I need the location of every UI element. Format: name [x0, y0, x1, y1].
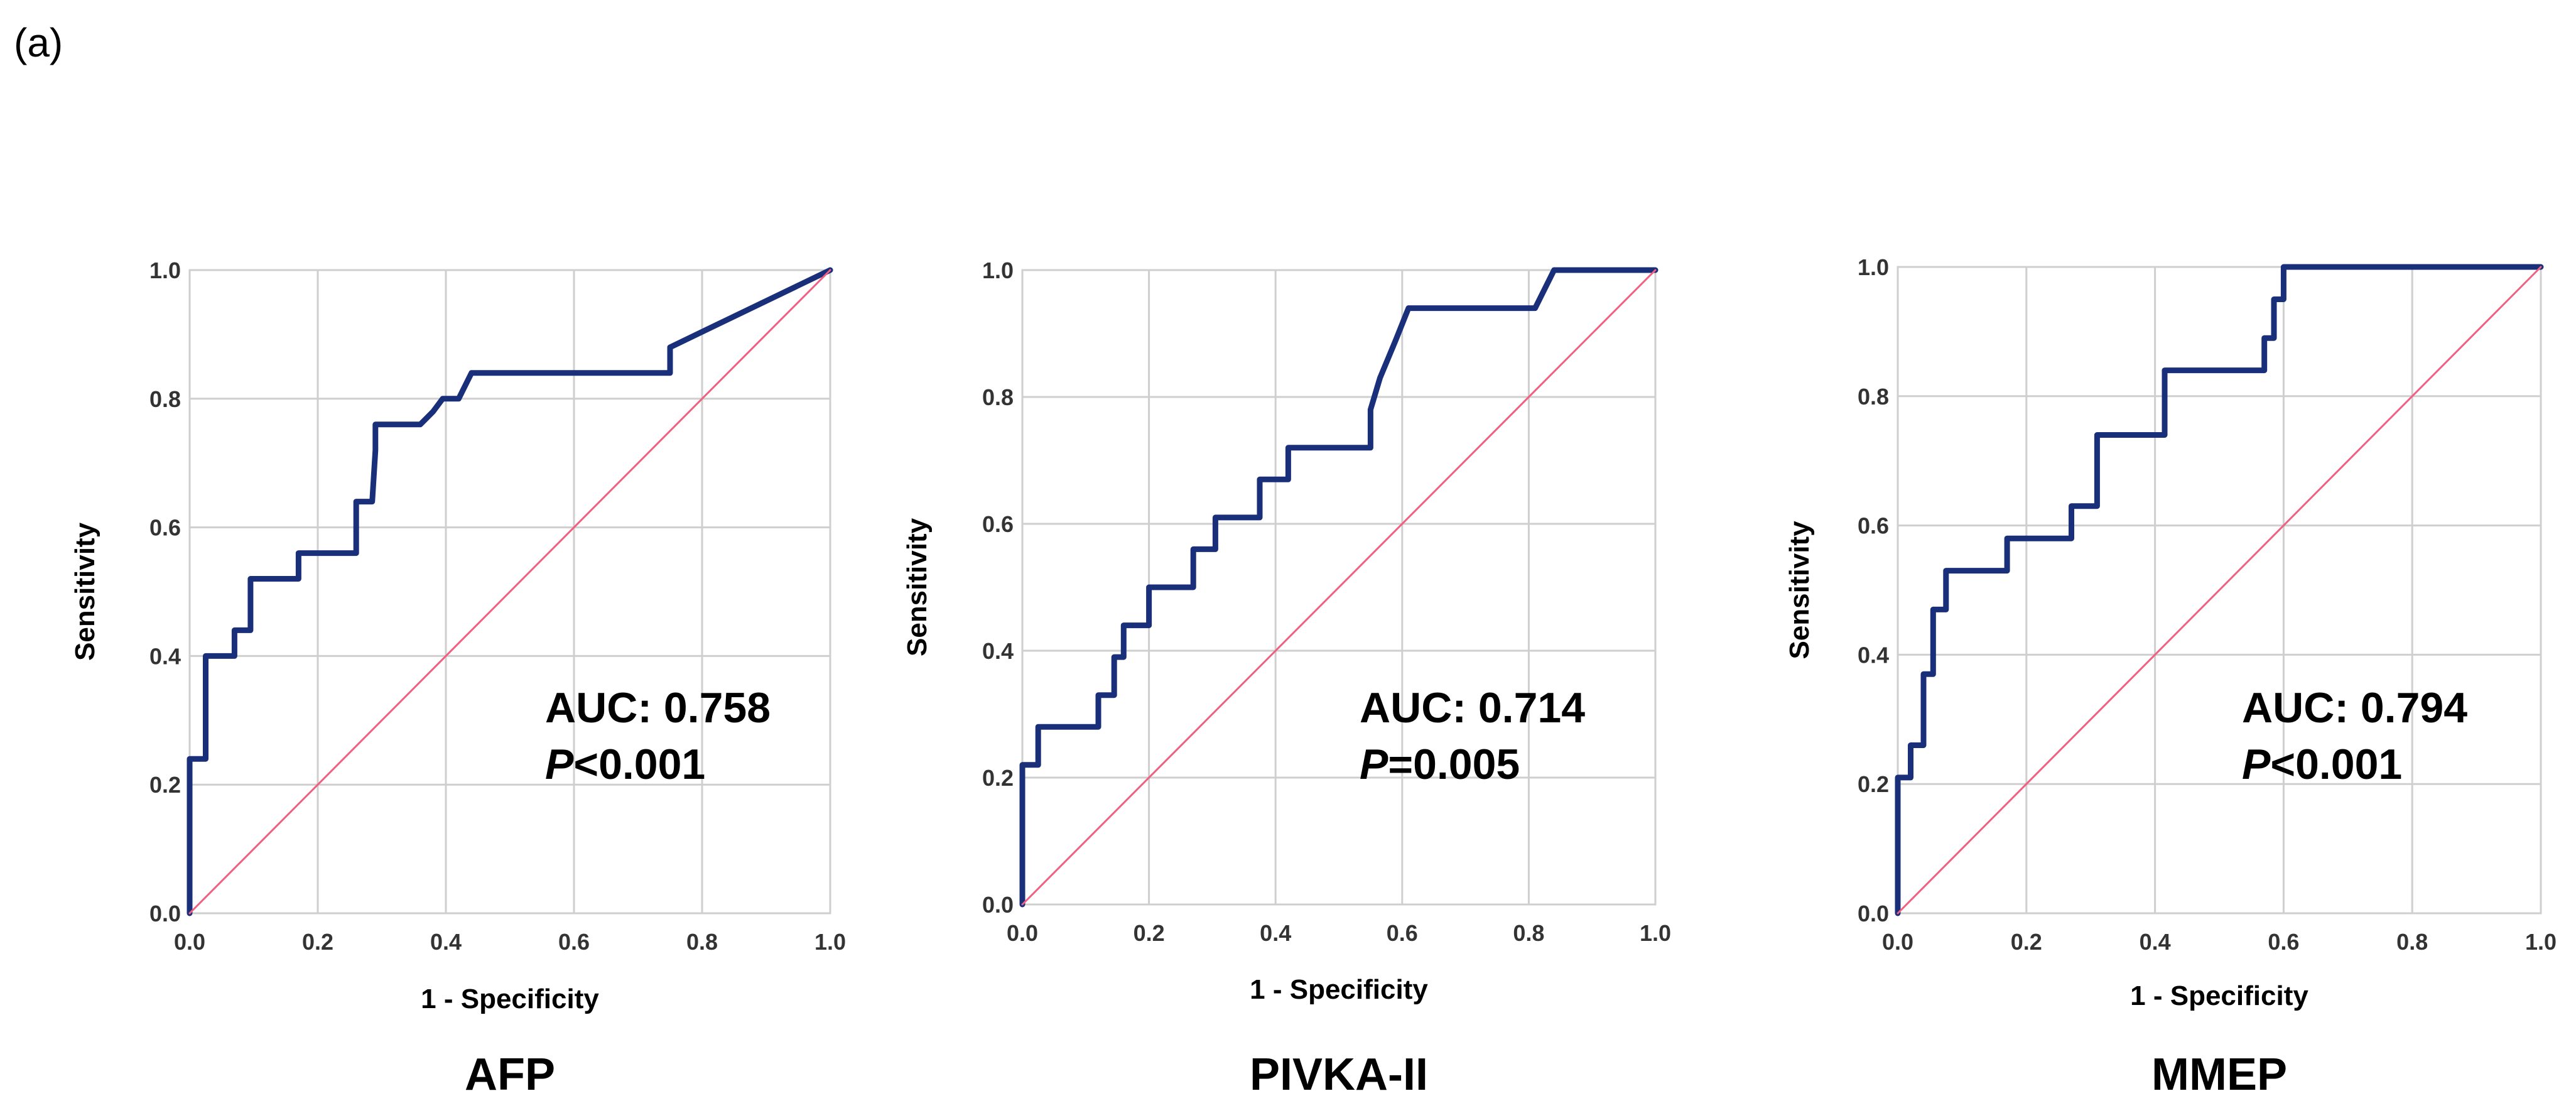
chart-2-p-label: P	[2242, 741, 2271, 788]
chart-1-p-value: =0.005	[1388, 741, 1520, 788]
chart-0-p-value: <0.001	[573, 741, 705, 788]
chart-1-ytick-1: 0.2	[982, 765, 1014, 791]
chart-1-roc-curve	[1019, 267, 1659, 908]
chart-2-title: MMEP	[2151, 1050, 2287, 1100]
chart-1-ytick-2: 0.4	[982, 638, 1014, 664]
chart-1-reference-line	[1021, 269, 1657, 906]
chart-0-ytick-2: 0.4	[149, 643, 181, 669]
chart-2-xtick-1: 0.2	[2011, 929, 2042, 955]
chart-1-plot-frame	[1021, 269, 1657, 906]
chart-2-reference-line	[1897, 266, 2542, 915]
chart-1-y-axis-title: Sensitivity	[902, 518, 933, 656]
panel-label: (a)	[14, 20, 63, 65]
chart-2-xtick-2: 0.4	[2140, 929, 2171, 955]
chart-2-x-axis-title: 1 - Specificity	[2130, 980, 2308, 1011]
chart-2-ytick-5: 1.0	[1858, 254, 1889, 280]
chart-0-auc-annotation: AUC: 0.758	[545, 684, 771, 732]
chart-1-ytick-4: 0.8	[982, 384, 1014, 410]
chart-2-p-annotation: P<0.001	[2242, 741, 2402, 788]
chart-1-xtick-5: 1.0	[1640, 920, 1671, 946]
chart-1-x-axis-title: 1 - Specificity	[1250, 974, 1428, 1005]
chart-2-xtick-0: 0.0	[1882, 929, 1913, 955]
chart-0-p-annotation: P<0.001	[545, 741, 705, 788]
chart-pivka-ii: 0.0 0.2 0.4 0.6 0.8 1.0 0.0 0.2 0.4 0.6 0.8 1.0 1 - …	[902, 258, 1671, 1100]
chart-1-xtick-0: 0.0	[1007, 920, 1038, 946]
chart-2-ytick-1: 0.2	[1858, 771, 1889, 797]
chart-1-p-annotation: P=0.005	[1360, 741, 1520, 788]
chart-0-y-axis-title: Sensitivity	[70, 522, 100, 661]
chart-0-reference-line	[188, 269, 831, 915]
chart-2-xtick-5: 1.0	[2525, 929, 2557, 955]
chart-2-ytick-3: 0.6	[1858, 513, 1889, 539]
chart-1-p-label: P	[1360, 741, 1388, 788]
chart-2-xtick-4: 0.8	[2396, 929, 2428, 955]
chart-1-xtick-3: 0.6	[1387, 920, 1418, 946]
chart-1-xtick-4: 0.8	[1513, 920, 1544, 946]
chart-2-y-axis-title: Sensitivity	[1784, 521, 1815, 660]
chart-1-title: PIVKA-II	[1250, 1050, 1428, 1100]
chart-0-xtick-3: 0.6	[558, 929, 590, 955]
chart-0-xtick-1: 0.2	[302, 929, 333, 955]
chart-2-ytick-4: 0.8	[1858, 384, 1889, 410]
chart-0-ytick-1: 0.2	[149, 772, 181, 798]
chart-0-ytick-0: 0.0	[149, 901, 181, 926]
chart-0-xtick-4: 0.8	[686, 929, 718, 955]
chart-0-ytick-3: 0.6	[149, 515, 181, 541]
chart-0-x-axis-title: 1 - Specificity	[421, 984, 599, 1014]
chart-2-auc-annotation: AUC: 0.794	[2242, 684, 2467, 732]
chart-2-p-value: <0.001	[2270, 741, 2402, 788]
chart-2-roc-curve	[1895, 264, 2544, 916]
chart-1-ytick-0: 0.0	[982, 892, 1014, 918]
chart-mmep: 0.0 0.2 0.4 0.6 0.8 1.0 0.0 0.2 0.4 0.6 0.8 1.0 1 - …	[1784, 254, 2557, 1100]
chart-2-ytick-0: 0.0	[1858, 901, 1889, 926]
chart-0-xtick-2: 0.4	[430, 929, 462, 955]
chart-0-xtick-0: 0.0	[174, 929, 205, 955]
chart-0-xtick-5: 1.0	[814, 929, 846, 955]
chart-1-ytick-3: 0.6	[982, 511, 1014, 537]
chart-0-roc-curve	[187, 267, 833, 916]
chart-0-ytick-5: 1.0	[149, 258, 181, 283]
chart-1-auc-annotation: AUC: 0.714	[1360, 684, 1585, 732]
chart-1-xtick-2: 0.4	[1260, 920, 1291, 946]
chart-0-ytick-4: 0.8	[149, 386, 181, 412]
chart-2-ytick-2: 0.4	[1858, 642, 1889, 668]
chart-2-xtick-3: 0.6	[2268, 929, 2299, 955]
chart-0-plot-frame	[188, 269, 831, 915]
chart-2-plot-frame	[1897, 266, 2542, 915]
chart-1-xtick-1: 0.2	[1134, 920, 1165, 946]
chart-afp: 0.0 0.2 0.4 0.6 0.8 1.0 0.0 0.2 0.4 0.6 0.8 1.0 1 - …	[70, 258, 846, 1100]
chart-0-p-label: P	[545, 741, 574, 788]
chart-1-ytick-5: 1.0	[982, 258, 1014, 283]
chart-0-title: AFP	[465, 1050, 555, 1100]
